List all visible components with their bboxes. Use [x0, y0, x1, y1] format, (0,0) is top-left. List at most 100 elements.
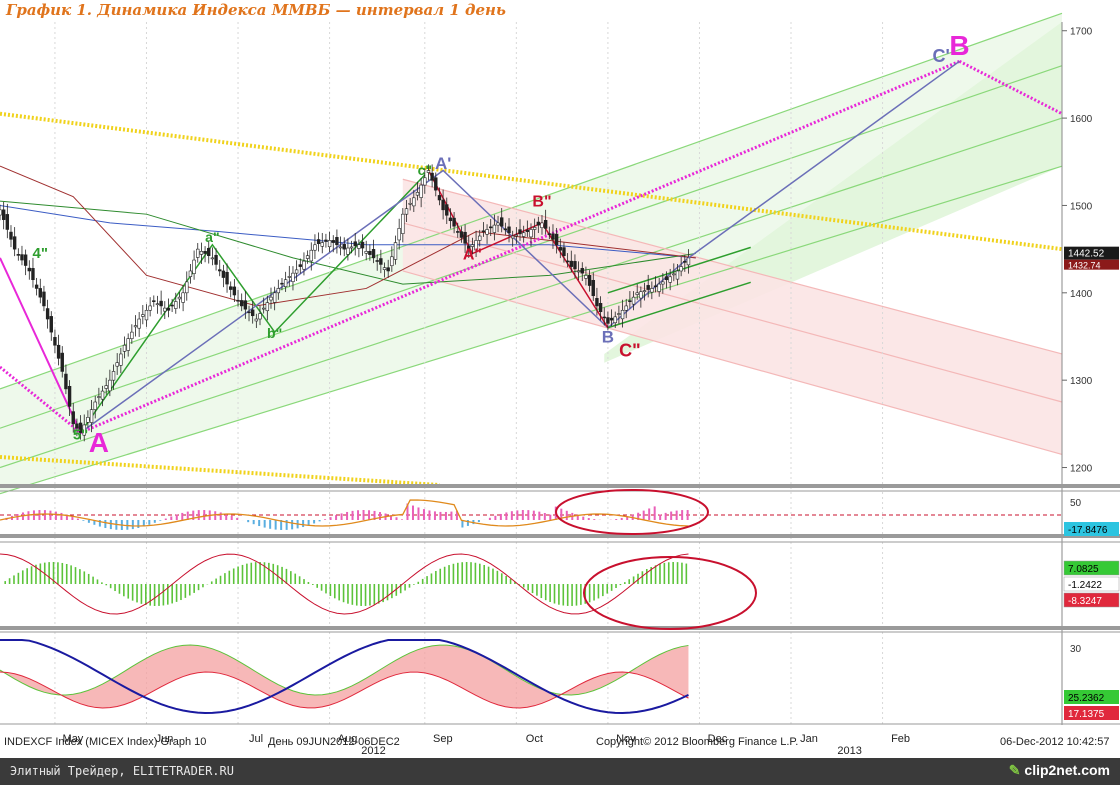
indicator2-bar: [478, 563, 481, 584]
y-tick-label: 1400: [1070, 289, 1093, 300]
candle-body: [456, 231, 460, 233]
candle-body: [489, 226, 493, 229]
indicator2-bar: [96, 579, 99, 584]
candle-body: [115, 362, 119, 367]
indicator2-bar: [544, 584, 547, 601]
candle-body: [272, 292, 277, 303]
x-tick-label: May: [63, 733, 84, 745]
candle-body: [397, 228, 401, 241]
indicator2-bar: [540, 584, 543, 599]
wave-label: B": [532, 193, 551, 210]
footer-range: День 09JUN2012-06DEC2: [268, 736, 400, 748]
indicator2-bar: [571, 584, 573, 606]
candle-body: [467, 245, 471, 250]
indicator1-bar: [76, 518, 79, 520]
indicator1-bar: [302, 520, 305, 528]
wave-label: B: [602, 328, 614, 347]
candle-body: [379, 258, 383, 265]
indicator1-bar: [461, 520, 464, 528]
candle-body: [130, 331, 134, 339]
indicator2-bar: [364, 584, 367, 606]
candle-body: [617, 313, 621, 315]
candle-body: [159, 300, 163, 307]
candle-body: [291, 272, 295, 282]
indicator2-bar: [496, 570, 499, 584]
indicator1-bar: [54, 511, 57, 520]
indicator2-bar: [188, 584, 191, 596]
indicator2-bar: [443, 566, 446, 584]
indicator2-bar: [246, 563, 248, 584]
indicator2-bar: [342, 584, 345, 603]
indicator2-bar: [465, 562, 468, 584]
indicator1-bar: [340, 513, 343, 520]
indicator2-bar: [259, 562, 261, 584]
indicator2-bar: [180, 584, 182, 601]
indicator2-bar: [685, 563, 688, 584]
indicator2-bar: [588, 584, 591, 603]
candle-body: [635, 292, 639, 295]
candle-body: [415, 192, 420, 196]
indicator1-bar: [362, 510, 365, 520]
indicator1-bar: [510, 511, 513, 520]
indicator2-bar: [118, 584, 121, 594]
candle-body: [269, 296, 273, 301]
candle-body: [434, 177, 438, 191]
indicator2-bar: [162, 584, 165, 606]
indicator1-bar: [653, 506, 656, 520]
indicator1-bar: [477, 520, 480, 523]
candle-body: [5, 214, 10, 230]
indicator2-bar: [558, 584, 560, 605]
indicator1-bar: [576, 514, 579, 520]
candle-body: [518, 229, 522, 235]
indicator1-bar: [433, 511, 436, 520]
indicator2-bar: [408, 584, 411, 588]
indicator2-bar: [448, 565, 450, 584]
candle-body: [598, 302, 603, 313]
wave-label: B: [949, 30, 969, 61]
price-box-2: [1064, 259, 1119, 270]
x-tick-label: Oct: [526, 733, 543, 745]
moving-average-red: [0, 165, 696, 307]
candle-body: [64, 373, 68, 390]
indicator2-bar: [619, 584, 622, 586]
indicator2-bar: [325, 584, 327, 594]
indicator2-bar: [210, 581, 213, 584]
indicator1-bar: [170, 516, 173, 520]
indicator2-bar: [457, 562, 459, 584]
candle-body: [532, 226, 537, 230]
indicator1-bar: [131, 520, 134, 530]
candle-body: [31, 268, 35, 281]
indicator1-bar: [444, 511, 447, 520]
indicator2-bar: [171, 584, 173, 604]
watermark-right[interactable]: ✎ clip2net.com: [1009, 762, 1110, 779]
indicator2-bar: [61, 562, 64, 584]
indicator1-bar: [494, 515, 497, 520]
candle-body: [111, 371, 116, 381]
candle-body: [353, 241, 357, 247]
indicator1-bar: [258, 520, 261, 527]
price-label-2: 1432.74: [1068, 261, 1101, 271]
candle-body: [419, 184, 423, 198]
indicator2-bar: [87, 573, 90, 584]
candle-body: [609, 317, 614, 321]
indicator2-bar: [74, 567, 77, 584]
candle-body: [71, 411, 75, 425]
indicator1-bar: [675, 510, 678, 520]
candle-body: [214, 254, 218, 265]
candle-body: [642, 290, 647, 293]
candle-body: [646, 285, 650, 290]
candle-body: [386, 267, 390, 272]
candle-body: [547, 233, 552, 235]
indicator1-bar: [335, 515, 338, 520]
indicator2-bar: [145, 584, 147, 605]
indicator1-bar: [373, 510, 376, 520]
magenta-trendline: [79, 59, 961, 434]
candle-body: [500, 217, 504, 227]
indicator1-bar: [219, 512, 222, 520]
footer-security: INDEXCF Index (MICEX Index) Graph 10: [4, 736, 207, 748]
indicator2-bar: [562, 584, 565, 606]
candle-body: [573, 261, 577, 270]
indicator1-bar: [417, 507, 420, 520]
indicator2-value: -8.3247: [1068, 596, 1102, 607]
indicator2-bar: [470, 562, 472, 584]
